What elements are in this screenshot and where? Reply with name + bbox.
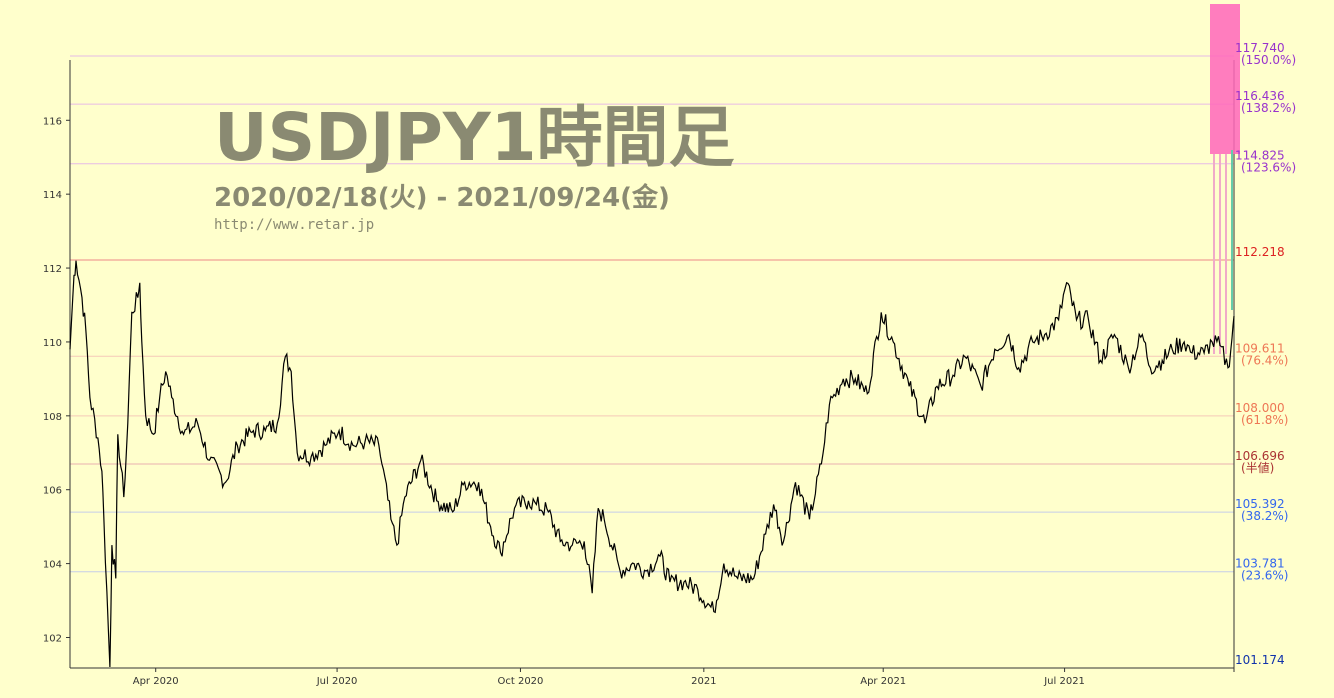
- fib-level-value: 109.611: [1235, 341, 1285, 355]
- fib-level-value: 117.740: [1235, 41, 1285, 55]
- fib-level-value: 103.781: [1235, 557, 1285, 571]
- fib-level-value: 108.000: [1235, 401, 1285, 415]
- price-line: [69, 260, 1235, 668]
- x-tick-label: Apr 2021: [860, 676, 906, 687]
- fib-level-percent: (半値): [1241, 460, 1274, 475]
- watermark-url: http://www.retar.jp: [214, 217, 374, 233]
- fib-level-labels: 117.740(150.0%) 116.436(138.2%) 114.825(12…: [1235, 41, 1296, 667]
- y-tick-label: 102: [43, 633, 62, 644]
- fib-level-percent: (138.2%): [1241, 101, 1296, 115]
- fib-level-percent: (38.2%): [1241, 509, 1288, 523]
- fib-level-value: 105.392: [1235, 497, 1285, 511]
- fib-level-value: 101.174: [1235, 653, 1285, 667]
- fib-level-value: 106.696: [1235, 449, 1285, 463]
- fib-level-value: 114.825: [1235, 149, 1285, 163]
- x-tick-label: 2021: [691, 676, 716, 687]
- fib-level-percent: (61.8%): [1241, 413, 1288, 427]
- x-tick-label: Jul 2020: [316, 676, 358, 687]
- y-tick-label: 112: [43, 264, 62, 275]
- y-tick-label: 114: [43, 190, 62, 201]
- fib-level-percent: (23.6%): [1241, 569, 1288, 583]
- y-tick-label: 104: [43, 560, 62, 571]
- fib-level-percent: (76.4%): [1241, 353, 1288, 367]
- x-tick-label: Apr 2020: [133, 676, 179, 687]
- watermark-period: 2020/02/18(火) - 2021/09/24(金): [214, 182, 670, 213]
- x-tick-label: Jul 2021: [1043, 676, 1085, 687]
- y-tick-group: 102 104 106 108 110 112 114 116: [43, 116, 70, 644]
- fib-level-percent: (123.6%): [1241, 161, 1296, 175]
- watermark-title: USDJPY1時間足: [214, 99, 735, 176]
- fib-level-percent: (150.0%): [1241, 53, 1296, 67]
- y-tick-label: 110: [43, 338, 62, 349]
- projection-bars: [1210, 4, 1240, 354]
- y-tick-label: 116: [43, 116, 62, 127]
- y-tick-label: 108: [43, 412, 62, 423]
- fib-level-value: 116.436: [1235, 89, 1285, 103]
- x-tick-group: Apr 2020 Jul 2020 Oct 2020 2021 Apr 2021 Jul …: [133, 668, 1085, 687]
- fib-level-value: 112.218: [1235, 245, 1285, 259]
- y-tick-label: 106: [43, 486, 62, 497]
- x-tick-label: Oct 2020: [497, 676, 543, 687]
